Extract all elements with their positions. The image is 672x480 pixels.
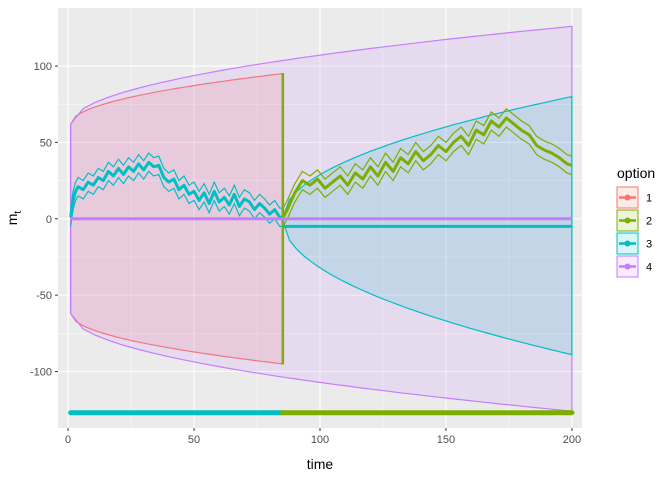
legend-key-point-2 (624, 217, 631, 224)
y-tick-label: 0 (46, 214, 52, 226)
y-tick-label: 50 (40, 137, 52, 149)
x-tick-label: 200 (563, 434, 581, 446)
series-2-lower-interval (281, 126, 573, 229)
legend-key-point-4 (624, 263, 631, 270)
series-3-lower-interval (70, 170, 283, 227)
series-2-upper-interval (281, 107, 573, 210)
legend-key-point-1 (624, 194, 631, 201)
legend-title: option (617, 165, 655, 181)
x-tick-label: 100 (311, 434, 329, 446)
x-tick-label: 0 (65, 434, 71, 446)
legend-label-1: 1 (646, 193, 652, 205)
series-lines (69, 107, 573, 229)
confidence-bands (69, 25, 573, 412)
y-tick-label: -100 (30, 366, 52, 378)
axes: 0 50 100 150 200 -100 -50 0 50 100 (30, 61, 581, 446)
legend-label-2: 2 (646, 216, 652, 228)
y-tick-label: 100 (34, 61, 52, 73)
y-tick-label: -50 (36, 290, 52, 302)
series-3-upper-interval (70, 152, 283, 209)
legend-label-4: 4 (646, 262, 652, 274)
x-tick-label: 150 (437, 434, 455, 446)
series-2-line (280, 116, 573, 220)
x-tick-label: 50 (188, 434, 200, 446)
series-3-line (69, 160, 283, 219)
x-axis-title: time (307, 456, 334, 472)
legend-label-3: 3 (646, 239, 652, 251)
y-axis-title: mt (4, 211, 24, 226)
legend-key-point-3 (624, 240, 631, 247)
legend: option 1 2 3 4 (616, 165, 655, 278)
